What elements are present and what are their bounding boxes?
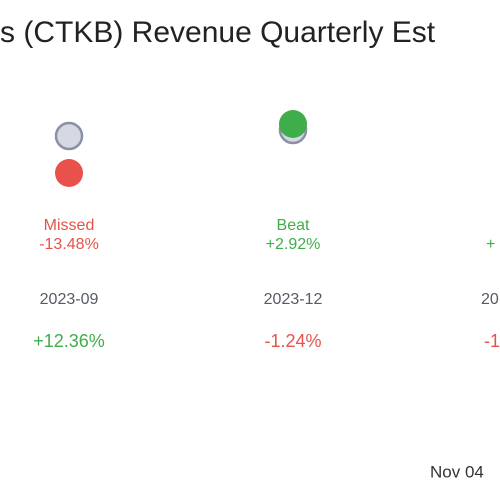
result-label: Missed [44, 217, 95, 234]
change-label: +12.36% [33, 331, 105, 351]
change-label: -1 [484, 331, 500, 351]
period-label: 20 [481, 291, 499, 308]
change-label: -1.24% [264, 331, 321, 351]
result-label: Beat [277, 217, 310, 234]
actual-dot [55, 159, 83, 187]
surprise-label: +2.92% [266, 236, 321, 253]
estimate-dot [54, 121, 84, 151]
period-label: 2023-12 [264, 291, 323, 308]
surprise-label: -13.48% [39, 236, 99, 253]
footer-date: Nov 04 [430, 462, 484, 481]
actual-dot [279, 110, 307, 138]
period-label: 2023-09 [40, 291, 99, 308]
surprise-label: + [486, 236, 495, 253]
chart-title: s (CTKB) Revenue Quarterly Est [0, 16, 436, 49]
